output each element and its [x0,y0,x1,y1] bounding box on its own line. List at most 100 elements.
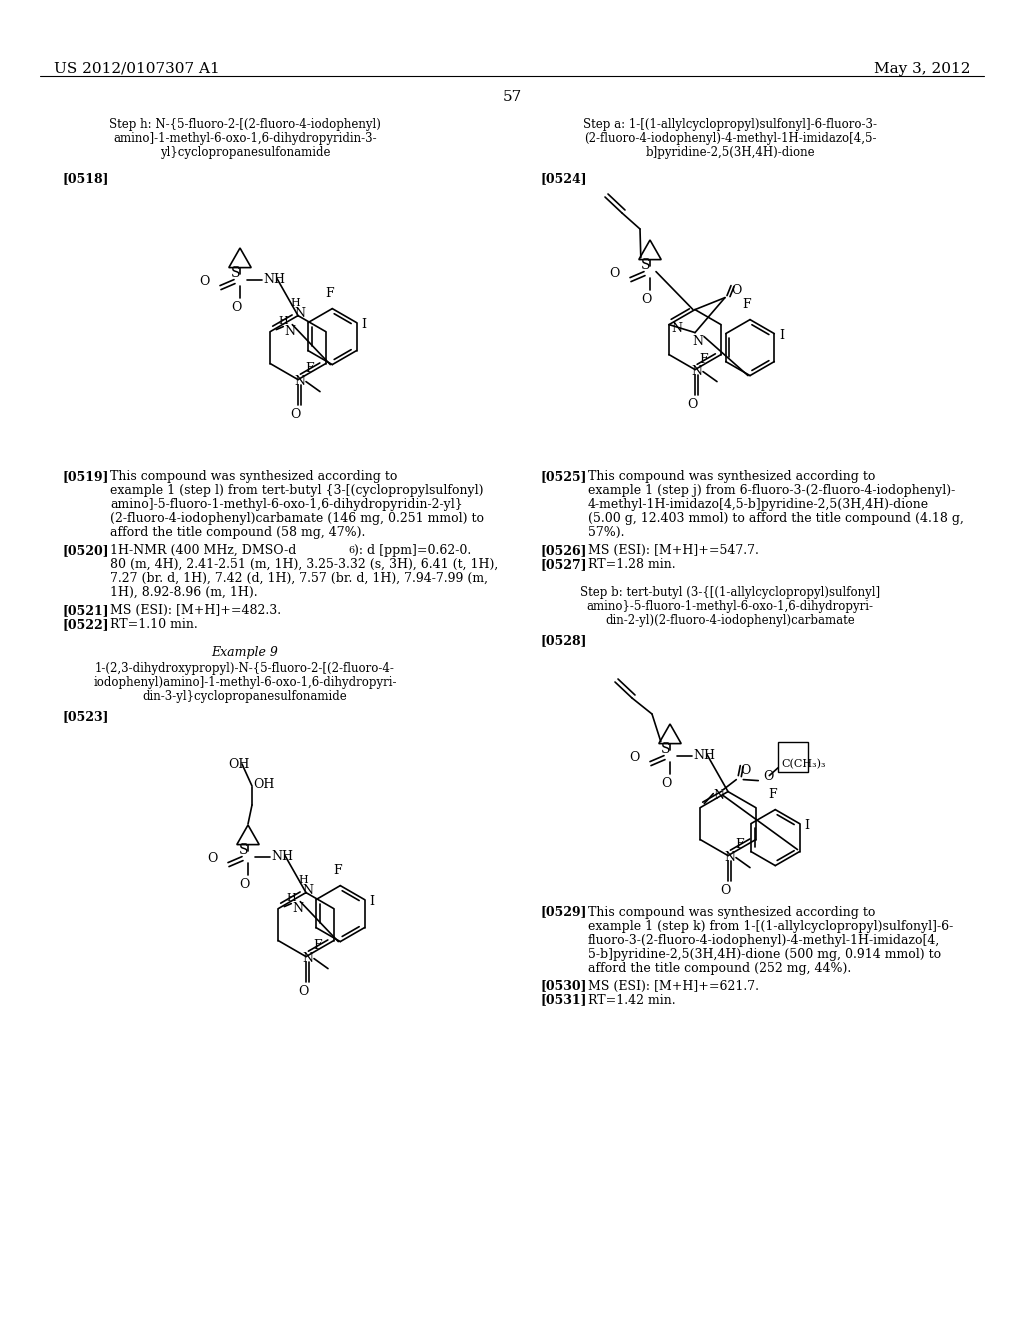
Text: 6: 6 [348,546,354,554]
Text: O: O [720,883,730,896]
Text: RT=1.10 min.: RT=1.10 min. [110,618,198,631]
Text: 1H-NMR (400 MHz, DMSO-d: 1H-NMR (400 MHz, DMSO-d [110,544,296,557]
Text: O: O [298,985,308,998]
Text: OH: OH [253,777,274,791]
Text: O: O [609,267,620,280]
Text: 80 (m, 4H), 2.41-2.51 (m, 1H), 3.25-3.32 (s, 3H), 6.41 (t, 1H),: 80 (m, 4H), 2.41-2.51 (m, 1H), 3.25-3.32… [110,558,499,572]
Text: RT=1.28 min.: RT=1.28 min. [588,558,676,572]
Text: N: N [292,902,303,915]
Text: S: S [240,842,249,857]
Text: [0531]: [0531] [540,994,587,1007]
Text: N: N [294,375,305,388]
Text: 1H), 8.92-8.96 (m, 1H).: 1H), 8.92-8.96 (m, 1H). [110,586,258,599]
Text: Example 9: Example 9 [212,645,279,659]
Text: 1-(2,3-dihydroxypropyl)-N-{5-fluoro-2-[(2-fluoro-4-: 1-(2,3-dihydroxypropyl)-N-{5-fluoro-2-[(… [95,663,395,675]
Text: [0525]: [0525] [540,470,587,483]
Text: MS (ESI): [M+H]+=482.3.: MS (ESI): [M+H]+=482.3. [110,605,282,616]
Text: 4-methyl-1H-imidazo[4,5-b]pyridine-2,5(3H,4H)-dione: 4-methyl-1H-imidazo[4,5-b]pyridine-2,5(3… [588,498,929,511]
Text: O: O [731,284,741,297]
Text: I: I [779,329,784,342]
Text: 7.27 (br. d, 1H), 7.42 (d, 1H), 7.57 (br. d, 1H), 7.94-7.99 (m,: 7.27 (br. d, 1H), 7.42 (d, 1H), 7.57 (br… [110,572,488,585]
Text: N: N [671,322,682,334]
Text: Step a: 1-[(1-allylcyclopropyl)sulfonyl]-6-fluoro-3-: Step a: 1-[(1-allylcyclopropyl)sulfonyl]… [583,117,877,131]
Text: NH: NH [263,273,285,285]
Text: F: F [699,352,708,366]
Text: example 1 (step k) from 1-[(1-allylcyclopropyl)sulfonyl]-6-: example 1 (step k) from 1-[(1-allylcyclo… [588,920,953,933]
Text: [0518]: [0518] [62,172,109,185]
Text: amino]-1-methyl-6-oxo-1,6-dihydropyridin-3-: amino]-1-methyl-6-oxo-1,6-dihydropyridin… [114,132,377,145]
Text: H: H [298,875,308,884]
Text: N: N [295,306,305,319]
Text: S: S [641,257,650,272]
Text: b]pyridine-2,5(3H,4H)-dione: b]pyridine-2,5(3H,4H)-dione [645,147,815,158]
Text: [0524]: [0524] [540,172,587,185]
Text: 5-b]pyridine-2,5(3H,4H)-dione (500 mg, 0.914 mmol) to: 5-b]pyridine-2,5(3H,4H)-dione (500 mg, 0… [588,948,941,961]
Text: N: N [285,325,295,338]
Text: H: H [290,297,300,308]
Text: This compound was synthesized according to: This compound was synthesized according … [588,906,876,919]
Text: F: F [333,863,342,876]
Text: May 3, 2012: May 3, 2012 [873,62,970,77]
Text: [0522]: [0522] [62,618,109,631]
Text: F: F [735,838,744,850]
Text: This compound was synthesized according to: This compound was synthesized according … [110,470,397,483]
Text: N: N [302,952,313,965]
Text: O: O [740,763,751,776]
Text: amino]-5-fluoro-1-methyl-6-oxo-1,6-dihydropyridin-2-yl}: amino]-5-fluoro-1-methyl-6-oxo-1,6-dihyd… [110,498,463,511]
Text: US 2012/0107307 A1: US 2012/0107307 A1 [54,62,220,77]
Text: O: O [641,293,651,306]
Text: din-2-yl)(2-fluoro-4-iodophenyl)carbamate: din-2-yl)(2-fluoro-4-iodophenyl)carbamat… [605,614,855,627]
Text: iodophenyl)amino]-1-methyl-6-oxo-1,6-dihydropyri-: iodophenyl)amino]-1-methyl-6-oxo-1,6-dih… [93,676,396,689]
Text: 57: 57 [503,90,521,104]
Text: S: S [231,265,241,280]
Text: NH: NH [271,850,293,862]
Text: O: O [763,770,774,783]
Text: NH: NH [693,748,715,762]
Text: [0528]: [0528] [540,634,587,647]
Text: C(CH₃)₃: C(CH₃)₃ [781,759,825,770]
Text: [0527]: [0527] [540,558,587,572]
Text: N: N [691,364,702,378]
Text: F: F [313,939,323,952]
Text: N: N [692,334,703,347]
Text: I: I [361,318,367,330]
Text: O: O [200,275,210,288]
Text: (2-fluoro-4-iodophenyl)carbamate (146 mg, 0.251 mmol) to: (2-fluoro-4-iodophenyl)carbamate (146 mg… [110,512,484,525]
Text: S: S [662,742,671,755]
Text: OH: OH [228,758,250,771]
Text: [0530]: [0530] [540,979,587,993]
Text: MS (ESI): [M+H]+=621.7.: MS (ESI): [M+H]+=621.7. [588,979,759,993]
Text: amino}-5-fluoro-1-methyl-6-oxo-1,6-dihydropyri-: amino}-5-fluoro-1-methyl-6-oxo-1,6-dihyd… [587,601,873,612]
Text: afford the title compound (58 mg, 47%).: afford the title compound (58 mg, 47%). [110,525,366,539]
Text: [0523]: [0523] [62,710,109,723]
Text: O: O [290,408,300,421]
Text: This compound was synthesized according to: This compound was synthesized according … [588,470,876,483]
Text: N: N [714,788,724,801]
Text: O: O [230,301,242,314]
Text: H: H [287,892,296,903]
Text: RT=1.42 min.: RT=1.42 min. [588,994,676,1007]
Text: I: I [805,818,810,832]
Text: din-3-yl}cyclopropanesulfonamide: din-3-yl}cyclopropanesulfonamide [142,690,347,704]
Text: [0529]: [0529] [540,906,587,919]
Text: H: H [279,315,288,326]
Text: 57%).: 57%). [588,525,625,539]
Text: O: O [208,853,218,865]
Text: fluoro-3-(2-fluoro-4-iodophenyl)-4-methyl-1H-imidazo[4,: fluoro-3-(2-fluoro-4-iodophenyl)-4-methy… [588,933,940,946]
Text: N: N [724,850,735,863]
Text: F: F [742,297,752,310]
Text: O: O [687,397,697,411]
Text: O: O [239,878,249,891]
Text: F: F [325,286,334,300]
Text: I: I [370,895,375,908]
Text: O: O [630,751,640,764]
Text: [0526]: [0526] [540,544,587,557]
Text: (2-fluoro-4-iodophenyl)-4-methyl-1H-imidazo[4,5-: (2-fluoro-4-iodophenyl)-4-methyl-1H-imid… [584,132,877,145]
Text: F: F [306,362,314,375]
Text: MS (ESI): [M+H]+=547.7.: MS (ESI): [M+H]+=547.7. [588,544,759,557]
Text: example 1 (step l) from tert-butyl {3-[(cyclopropylsulfonyl): example 1 (step l) from tert-butyl {3-[(… [110,484,483,498]
Text: (5.00 g, 12.403 mmol) to afford the title compound (4.18 g,: (5.00 g, 12.403 mmol) to afford the titl… [588,512,964,525]
Text: ): d [ppm]=0.62-0.: ): d [ppm]=0.62-0. [354,544,471,557]
Text: example 1 (step j) from 6-fluoro-3-(2-fluoro-4-iodophenyl)-: example 1 (step j) from 6-fluoro-3-(2-fl… [588,484,955,498]
Text: F: F [768,788,776,801]
